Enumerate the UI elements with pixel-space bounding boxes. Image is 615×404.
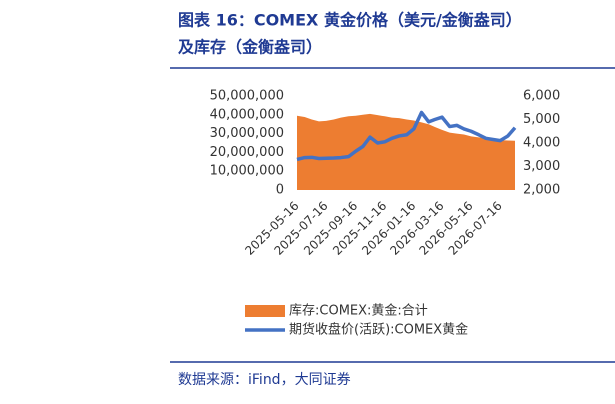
- legend-label: 库存:COMEX:黄金:合计: [289, 303, 428, 319]
- y2-tick-label: 2,000: [523, 183, 560, 198]
- price-line: [296, 110, 517, 162]
- legend-swatch: [245, 305, 285, 317]
- y-tick-label: 0: [276, 183, 284, 198]
- y2-tick-label: 5,000: [523, 112, 560, 127]
- y2-tick-label: 3,000: [523, 159, 560, 174]
- y-tick-label: 20,000,000: [210, 145, 284, 160]
- y-tick-label: 40,000,000: [210, 107, 284, 122]
- title: 及库存（金衡盎司）: [178, 38, 322, 57]
- inventory-area: [297, 113, 515, 190]
- y2-tick-label: 4,000: [523, 136, 560, 151]
- y-tick-label: 30,000,000: [210, 126, 284, 141]
- source: 数据来源：iFind，大同证券: [178, 372, 351, 388]
- title: 图表 16：COMEX 黄金价格（美元/金衡盎司）: [178, 11, 522, 30]
- y-tick-label: 50,000,000: [210, 89, 284, 104]
- y-tick-label: 10,000,000: [210, 164, 284, 179]
- y2-tick-label: 6,000: [523, 89, 560, 104]
- legend-label: 期货收盘价(活跃):COMEX黄金: [289, 322, 468, 338]
